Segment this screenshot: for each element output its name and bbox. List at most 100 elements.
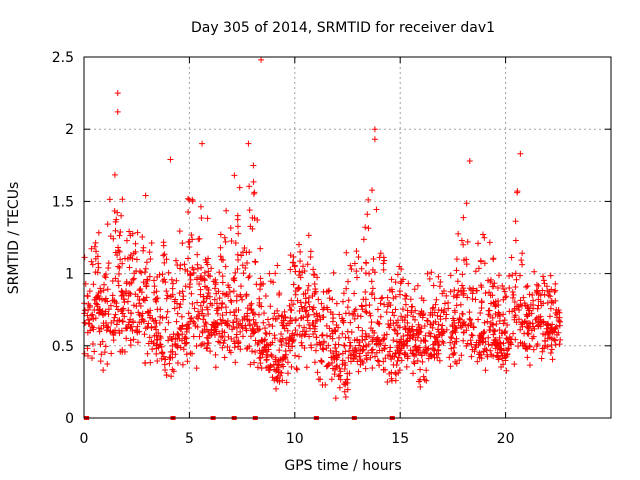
- data-point: [347, 342, 354, 349]
- data-point: [538, 355, 545, 362]
- data-point: [115, 278, 122, 285]
- data-point: [367, 354, 374, 361]
- data-point: [539, 348, 546, 355]
- data-point: [441, 307, 448, 314]
- data-point: [94, 301, 101, 308]
- data-point: [271, 332, 278, 339]
- data-point: [455, 287, 462, 294]
- data-point: [355, 253, 362, 260]
- data-point: [193, 313, 200, 320]
- data-point: [392, 327, 399, 334]
- data-point: [256, 299, 263, 306]
- data-point: [96, 295, 103, 302]
- data-point: [113, 303, 120, 310]
- data-point: [88, 323, 95, 330]
- data-point: [217, 231, 224, 238]
- data-point: [97, 285, 104, 292]
- data-point: [313, 334, 320, 341]
- data-point: [530, 297, 537, 304]
- data-point: [434, 326, 441, 333]
- data-point: [198, 214, 205, 221]
- data-point: [173, 277, 180, 284]
- data-point: [473, 339, 480, 346]
- data-point: [435, 341, 442, 348]
- data-point: [188, 315, 195, 322]
- data-point: [487, 327, 494, 334]
- data-point: [499, 282, 506, 289]
- data-point: [158, 343, 165, 350]
- data-point: [257, 275, 264, 282]
- data-point: [233, 331, 240, 338]
- data-point: [136, 268, 143, 275]
- data-point: [110, 337, 117, 344]
- data-point: [481, 319, 488, 326]
- data-point: [546, 313, 553, 320]
- data-point: [86, 304, 93, 311]
- data-point: [535, 322, 542, 329]
- data-point: [295, 241, 302, 248]
- data-point: [138, 319, 145, 326]
- data-point: [548, 346, 555, 353]
- data-point: [439, 322, 446, 329]
- data-point: [309, 293, 316, 300]
- data-point: [424, 270, 431, 277]
- data-point: [123, 335, 130, 342]
- data-point: [345, 297, 352, 304]
- data-point: [373, 206, 380, 213]
- data-point: [182, 283, 189, 290]
- data-point: [533, 343, 540, 350]
- data-point: [190, 333, 197, 340]
- data-point: [512, 312, 519, 319]
- data-point: [163, 295, 170, 302]
- data-point: [411, 360, 418, 367]
- data-point: [301, 344, 308, 351]
- data-point: [463, 327, 470, 334]
- data-point: [292, 291, 299, 298]
- data-point: [197, 302, 204, 309]
- data-point: [233, 324, 240, 331]
- data-point: [142, 325, 149, 332]
- data-point: [447, 363, 454, 370]
- data-point: [400, 333, 407, 340]
- data-point: [317, 376, 324, 383]
- data-point: [458, 237, 465, 244]
- data-point: [524, 282, 531, 289]
- data-point: [369, 364, 376, 371]
- data-point: [311, 311, 318, 318]
- data-point: [263, 364, 270, 371]
- data-point: [104, 221, 111, 228]
- data-point: [227, 349, 234, 356]
- data-point: [187, 276, 194, 283]
- data-point: [294, 331, 301, 338]
- data-point: [217, 253, 224, 260]
- data-point: [174, 310, 181, 317]
- data-point: [111, 298, 118, 305]
- data-point: [205, 290, 212, 297]
- data-point: [97, 309, 104, 316]
- data-point: [134, 229, 141, 236]
- data-point: [130, 336, 137, 343]
- data-point: [199, 140, 206, 147]
- data-point: [152, 323, 159, 330]
- data-point: [288, 307, 295, 314]
- data-point: [469, 332, 476, 339]
- data-point: [126, 264, 133, 271]
- data-point: [243, 345, 250, 352]
- data-point: [278, 369, 285, 376]
- data-point: [146, 249, 153, 256]
- data-point: [453, 360, 460, 367]
- data-point: [138, 269, 145, 276]
- data-point: [244, 305, 251, 312]
- data-point: [98, 325, 105, 332]
- data-point: [163, 372, 170, 379]
- data-point: [398, 357, 405, 364]
- data-point: [485, 277, 492, 284]
- data-point: [172, 341, 179, 348]
- data-point: [281, 308, 288, 315]
- data-point: [463, 342, 470, 349]
- data-point: [146, 312, 153, 319]
- data-point: [304, 261, 311, 268]
- data-point: [113, 321, 120, 328]
- data-point: [329, 296, 336, 303]
- data-point: [377, 313, 384, 320]
